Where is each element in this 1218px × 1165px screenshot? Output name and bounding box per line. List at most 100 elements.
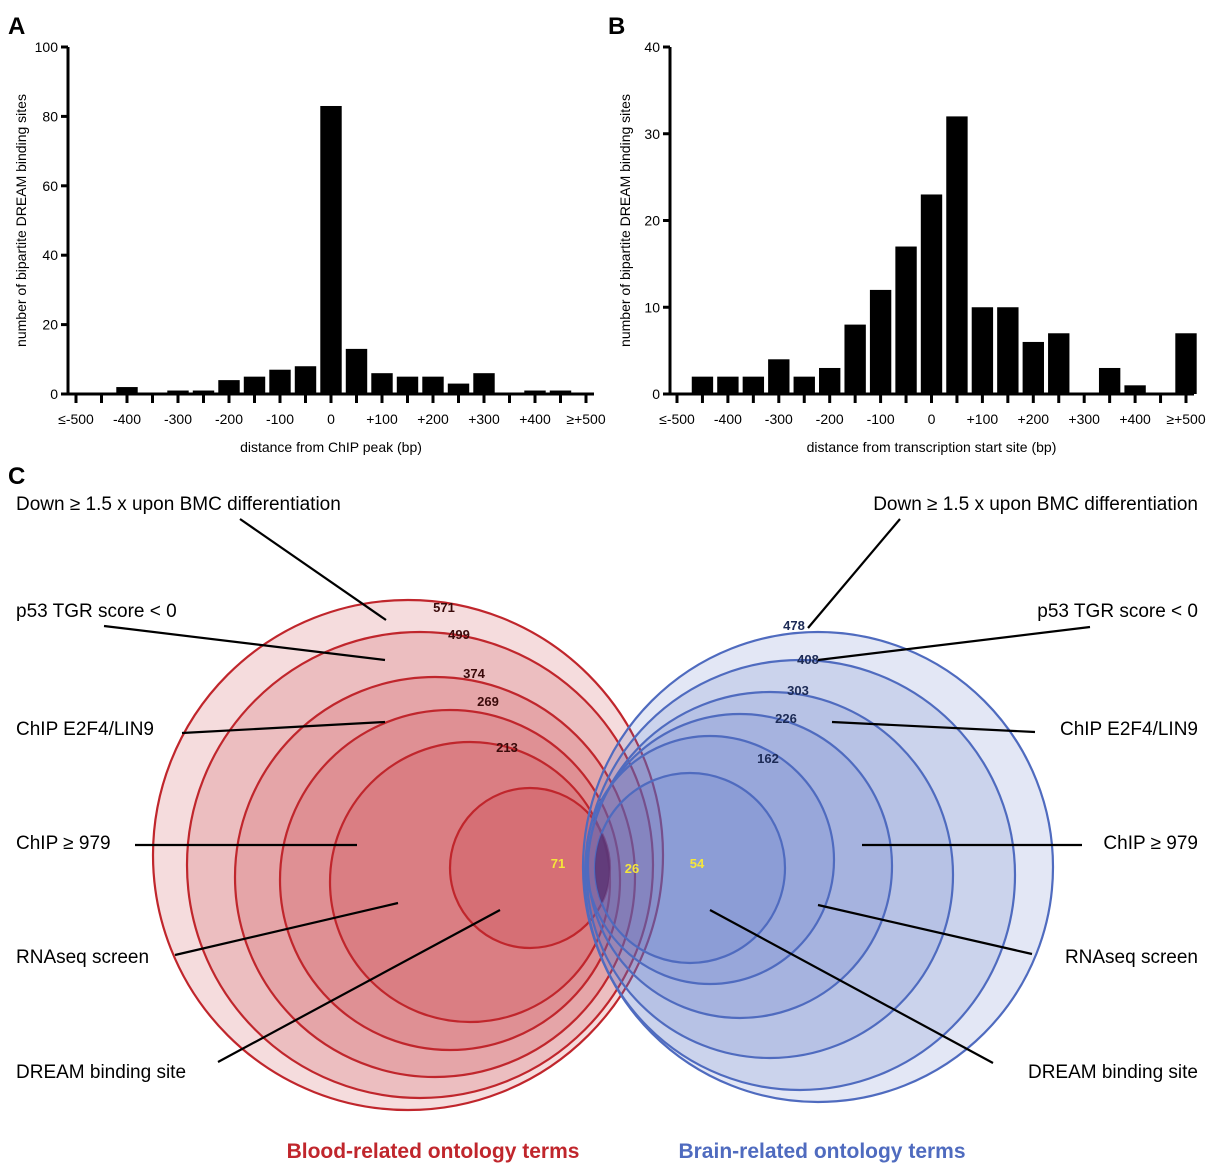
histogram-bar xyxy=(691,376,714,394)
histogram-bar xyxy=(717,376,739,394)
x-tick-label: ≤-500 xyxy=(659,411,695,427)
histogram-bar xyxy=(1022,341,1044,394)
y-tick-label: 10 xyxy=(644,299,660,315)
venn-diagram: 571 499 374 269 213 71 478 408 303 226 162 54 26 Down… xyxy=(16,494,1198,1163)
brain-layer-label: DREAM binding site xyxy=(1028,1062,1198,1083)
histogram-bar xyxy=(1124,385,1146,394)
histogram-bar xyxy=(946,116,968,395)
panel-letter-a: A xyxy=(8,13,25,40)
legend-brain: Brain-related ontology terms xyxy=(678,1140,965,1163)
blood-layer-label: ChIP E2F4/LIN9 xyxy=(16,719,154,740)
blood-layer-label: Down ≥ 1.5 x upon BMC differentiation xyxy=(16,494,341,515)
leader-line xyxy=(181,720,386,735)
x-tick-label: +300 xyxy=(468,411,500,427)
venn-count: 571 xyxy=(433,600,455,615)
x-tick-label: -300 xyxy=(164,411,192,427)
y-tick-label: 0 xyxy=(50,386,58,402)
x-axis-label: distance from ChIP peak (bp) xyxy=(240,439,422,455)
brain-layer-label: Down ≥ 1.5 x upon BMC differentiation xyxy=(873,494,1198,515)
leader-line xyxy=(217,909,501,1063)
x-tick-label: +100 xyxy=(366,411,398,427)
histogram-bar xyxy=(269,369,291,394)
leader-line xyxy=(817,903,1033,956)
histogram-bar xyxy=(243,376,266,394)
histogram-bar xyxy=(116,387,138,394)
histogram-bar xyxy=(1175,333,1197,394)
panel-letter-c: C xyxy=(8,463,25,490)
x-axis-label: distance from transcription start site (… xyxy=(807,439,1057,455)
histogram-bar xyxy=(320,105,342,395)
histogram-bar xyxy=(192,390,215,394)
blood-set-circle xyxy=(328,740,612,1024)
x-tick-label: +400 xyxy=(519,411,551,427)
histogram-bar xyxy=(371,373,393,394)
histogram-bar xyxy=(218,380,240,394)
panel-letter-b: B xyxy=(608,13,625,40)
brain-set-circle xyxy=(584,734,836,986)
y-tick-label: 40 xyxy=(644,39,660,55)
histogram-bar xyxy=(473,373,495,394)
x-tick-label: +400 xyxy=(1119,411,1151,427)
venn-count: 408 xyxy=(797,652,819,667)
intersection-count: 26 xyxy=(625,861,639,876)
y-axis-label: number of bipartite DREAM binding sites xyxy=(13,94,29,347)
x-tick-label: 0 xyxy=(327,411,335,427)
histogram-bar xyxy=(768,359,790,394)
brain-set-circle xyxy=(586,712,894,1020)
blood-set-circle xyxy=(233,675,637,1079)
x-tick-label: ≥+500 xyxy=(566,411,605,427)
histogram-bar xyxy=(549,390,572,394)
venn-count: 269 xyxy=(477,694,499,709)
histogram-bar xyxy=(447,383,470,394)
leader-line xyxy=(817,625,1091,662)
x-tick-label: +200 xyxy=(1018,411,1050,427)
x-tick-label: -200 xyxy=(215,411,243,427)
leader-line xyxy=(103,624,386,662)
brain-layer-label: RNAseq screen xyxy=(1065,947,1198,968)
brain-layer-label: ChIP E2F4/LIN9 xyxy=(1060,719,1198,740)
x-tick-label: +300 xyxy=(1068,411,1100,427)
legend-blood: Blood-related ontology terms xyxy=(287,1140,580,1163)
histogram-bar xyxy=(1098,367,1121,394)
histogram-chip-peak-distance: 0 20 40 60 80 100 ≤-500 -400 -300 -200 -100 0 +100 +2… xyxy=(13,39,606,455)
venn-count: 54 xyxy=(690,856,705,871)
y-tick-label: 60 xyxy=(42,178,58,194)
histogram-bar xyxy=(997,307,1019,394)
histogram-bar xyxy=(396,376,419,394)
histogram-bar xyxy=(819,367,841,394)
x-tick-label: +100 xyxy=(967,411,999,427)
venn-count: 478 xyxy=(783,618,805,633)
y-tick-label: 0 xyxy=(652,386,660,402)
x-tick-label: 0 xyxy=(928,411,936,427)
blood-layer-label: RNAseq screen xyxy=(16,947,149,968)
blood-layer-label: p53 TGR score < 0 xyxy=(16,601,177,622)
brain-layer-label: p53 TGR score < 0 xyxy=(1037,601,1198,622)
histogram-bar xyxy=(895,246,917,394)
venn-count: 374 xyxy=(463,666,485,681)
y-tick-label: 80 xyxy=(42,108,58,124)
leader-line xyxy=(807,518,901,629)
y-tick-label: 40 xyxy=(42,247,58,263)
venn-count: 303 xyxy=(787,683,809,698)
brain-layer-label: ChIP ≥ 979 xyxy=(1103,833,1198,854)
histogram-bar xyxy=(167,390,189,394)
venn-count: 71 xyxy=(551,856,565,871)
y-tick-label: 30 xyxy=(644,126,660,142)
histogram-bar xyxy=(869,289,892,394)
histogram-bar xyxy=(971,307,994,394)
histogram-bar xyxy=(524,390,546,394)
x-tick-label: -200 xyxy=(816,411,844,427)
leader-line xyxy=(709,909,994,1064)
histogram-bar xyxy=(294,366,317,394)
x-tick-label: ≤-500 xyxy=(58,411,94,427)
x-tick-label: -400 xyxy=(113,411,141,427)
venn-count: 213 xyxy=(496,740,518,755)
x-tick-label: -100 xyxy=(266,411,294,427)
histogram-bar xyxy=(793,376,815,394)
histogram-bar xyxy=(422,376,444,394)
blood-set-circle xyxy=(185,630,655,1100)
y-tick-label: 100 xyxy=(35,39,59,55)
y-axis-label: number of bipartite DREAM binding sites xyxy=(617,94,633,347)
y-tick-label: 20 xyxy=(42,317,58,333)
histogram-bar xyxy=(742,376,765,394)
